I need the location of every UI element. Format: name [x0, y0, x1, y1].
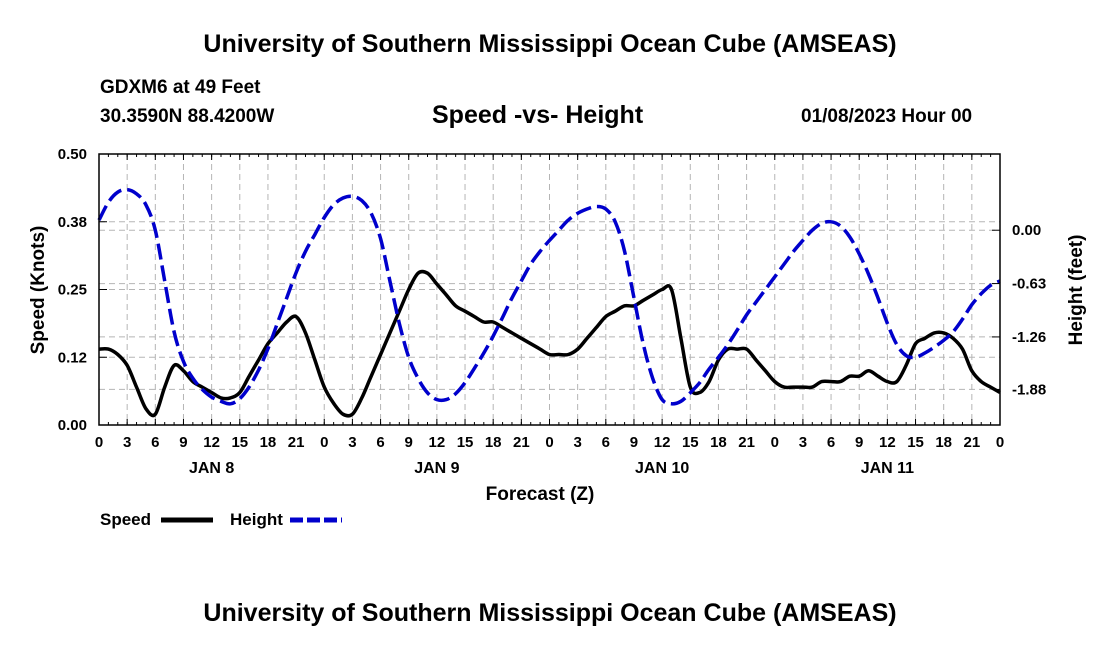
x-tick-label: 12	[203, 434, 220, 451]
x-tick-label: 18	[935, 434, 952, 451]
y-tick-label-right: -0.63	[1012, 276, 1046, 293]
day-label: JAN 11	[861, 460, 914, 477]
y-tick-label-right: -1.26	[1012, 329, 1046, 346]
x-tick-label: 21	[288, 434, 305, 451]
x-tick-label: 0	[545, 434, 553, 451]
chart-subtitle: Speed -vs- Height	[432, 101, 644, 129]
forecast-date-label: 01/08/2023 Hour 00	[801, 106, 973, 127]
height-series-line	[97, 187, 1001, 406]
x-tick-label: 3	[123, 434, 131, 451]
speed-series-line	[98, 269, 1001, 418]
x-tick-label: 6	[376, 434, 384, 451]
legend-speed-label: Speed	[100, 510, 151, 529]
chart-legend: Speed Height	[100, 510, 342, 529]
y-tick-label-left: 0.00	[58, 417, 87, 434]
y-tick-label-left: 0.50	[58, 146, 87, 163]
x-axis-title: Forecast (Z)	[486, 484, 595, 505]
day-label: JAN 10	[635, 460, 689, 477]
grid-lines	[99, 154, 1000, 425]
station-label: GDXM6 at 49 Feet	[100, 77, 261, 98]
chart-main-title: University of Southern Mississippi Ocean…	[203, 30, 897, 58]
x-tick-label: 0	[771, 434, 779, 451]
x-tick-label: 9	[855, 434, 863, 451]
x-tick-label: 12	[654, 434, 671, 451]
x-tick-label: 21	[513, 434, 530, 451]
x-tick-label: 15	[907, 434, 924, 451]
x-tick-label: 12	[429, 434, 446, 451]
x-tick-label: 18	[485, 434, 502, 451]
x-tick-label: 3	[573, 434, 581, 451]
day-label: JAN 8	[189, 460, 234, 477]
x-tick-label: 21	[738, 434, 755, 451]
left-axis-title: Speed (Knots)	[28, 226, 49, 355]
x-tick-label: 3	[799, 434, 807, 451]
y-tick-label-right: 0.00	[1012, 222, 1041, 239]
x-tick-label: 12	[879, 434, 896, 451]
x-tick-label: 0	[320, 434, 328, 451]
plot-series	[97, 187, 1001, 418]
right-axis-title: Height (feet)	[1066, 235, 1087, 346]
x-tick-label: 6	[827, 434, 835, 451]
y-tick-label-left: 0.12	[58, 349, 87, 366]
x-tick-label: 0	[95, 434, 103, 451]
x-tick-label: 6	[602, 434, 610, 451]
y-tick-label-left: 0.38	[58, 214, 87, 231]
x-tick-label: 0	[996, 434, 1004, 451]
axis-ticks: 0 3 6 9 12 15 18 21 0 3 6 9 12 15 18 21 0 3 6 9 12 15 18 21 0 3 6 9…	[58, 146, 1046, 477]
x-tick-label: 9	[405, 434, 413, 451]
x-tick-label: 18	[260, 434, 277, 451]
day-label: JAN 9	[414, 460, 459, 477]
x-tick-label: 15	[231, 434, 248, 451]
y-tick-label-right: -1.88	[1012, 381, 1046, 398]
x-tick-label: 9	[630, 434, 638, 451]
x-tick-label: 6	[151, 434, 159, 451]
x-tick-label: 3	[348, 434, 356, 451]
y-tick-label-left: 0.25	[58, 282, 87, 299]
coordinates-label: 30.3590N 88.4200W	[100, 106, 275, 127]
legend-height-label: Height	[230, 510, 283, 529]
x-tick-label: 9	[179, 434, 187, 451]
x-tick-label: 15	[682, 434, 699, 451]
x-tick-label: 21	[964, 434, 981, 451]
x-tick-label: 18	[710, 434, 727, 451]
x-tick-label: 15	[457, 434, 474, 451]
footer-title: University of Southern Mississippi Ocean…	[203, 599, 897, 627]
